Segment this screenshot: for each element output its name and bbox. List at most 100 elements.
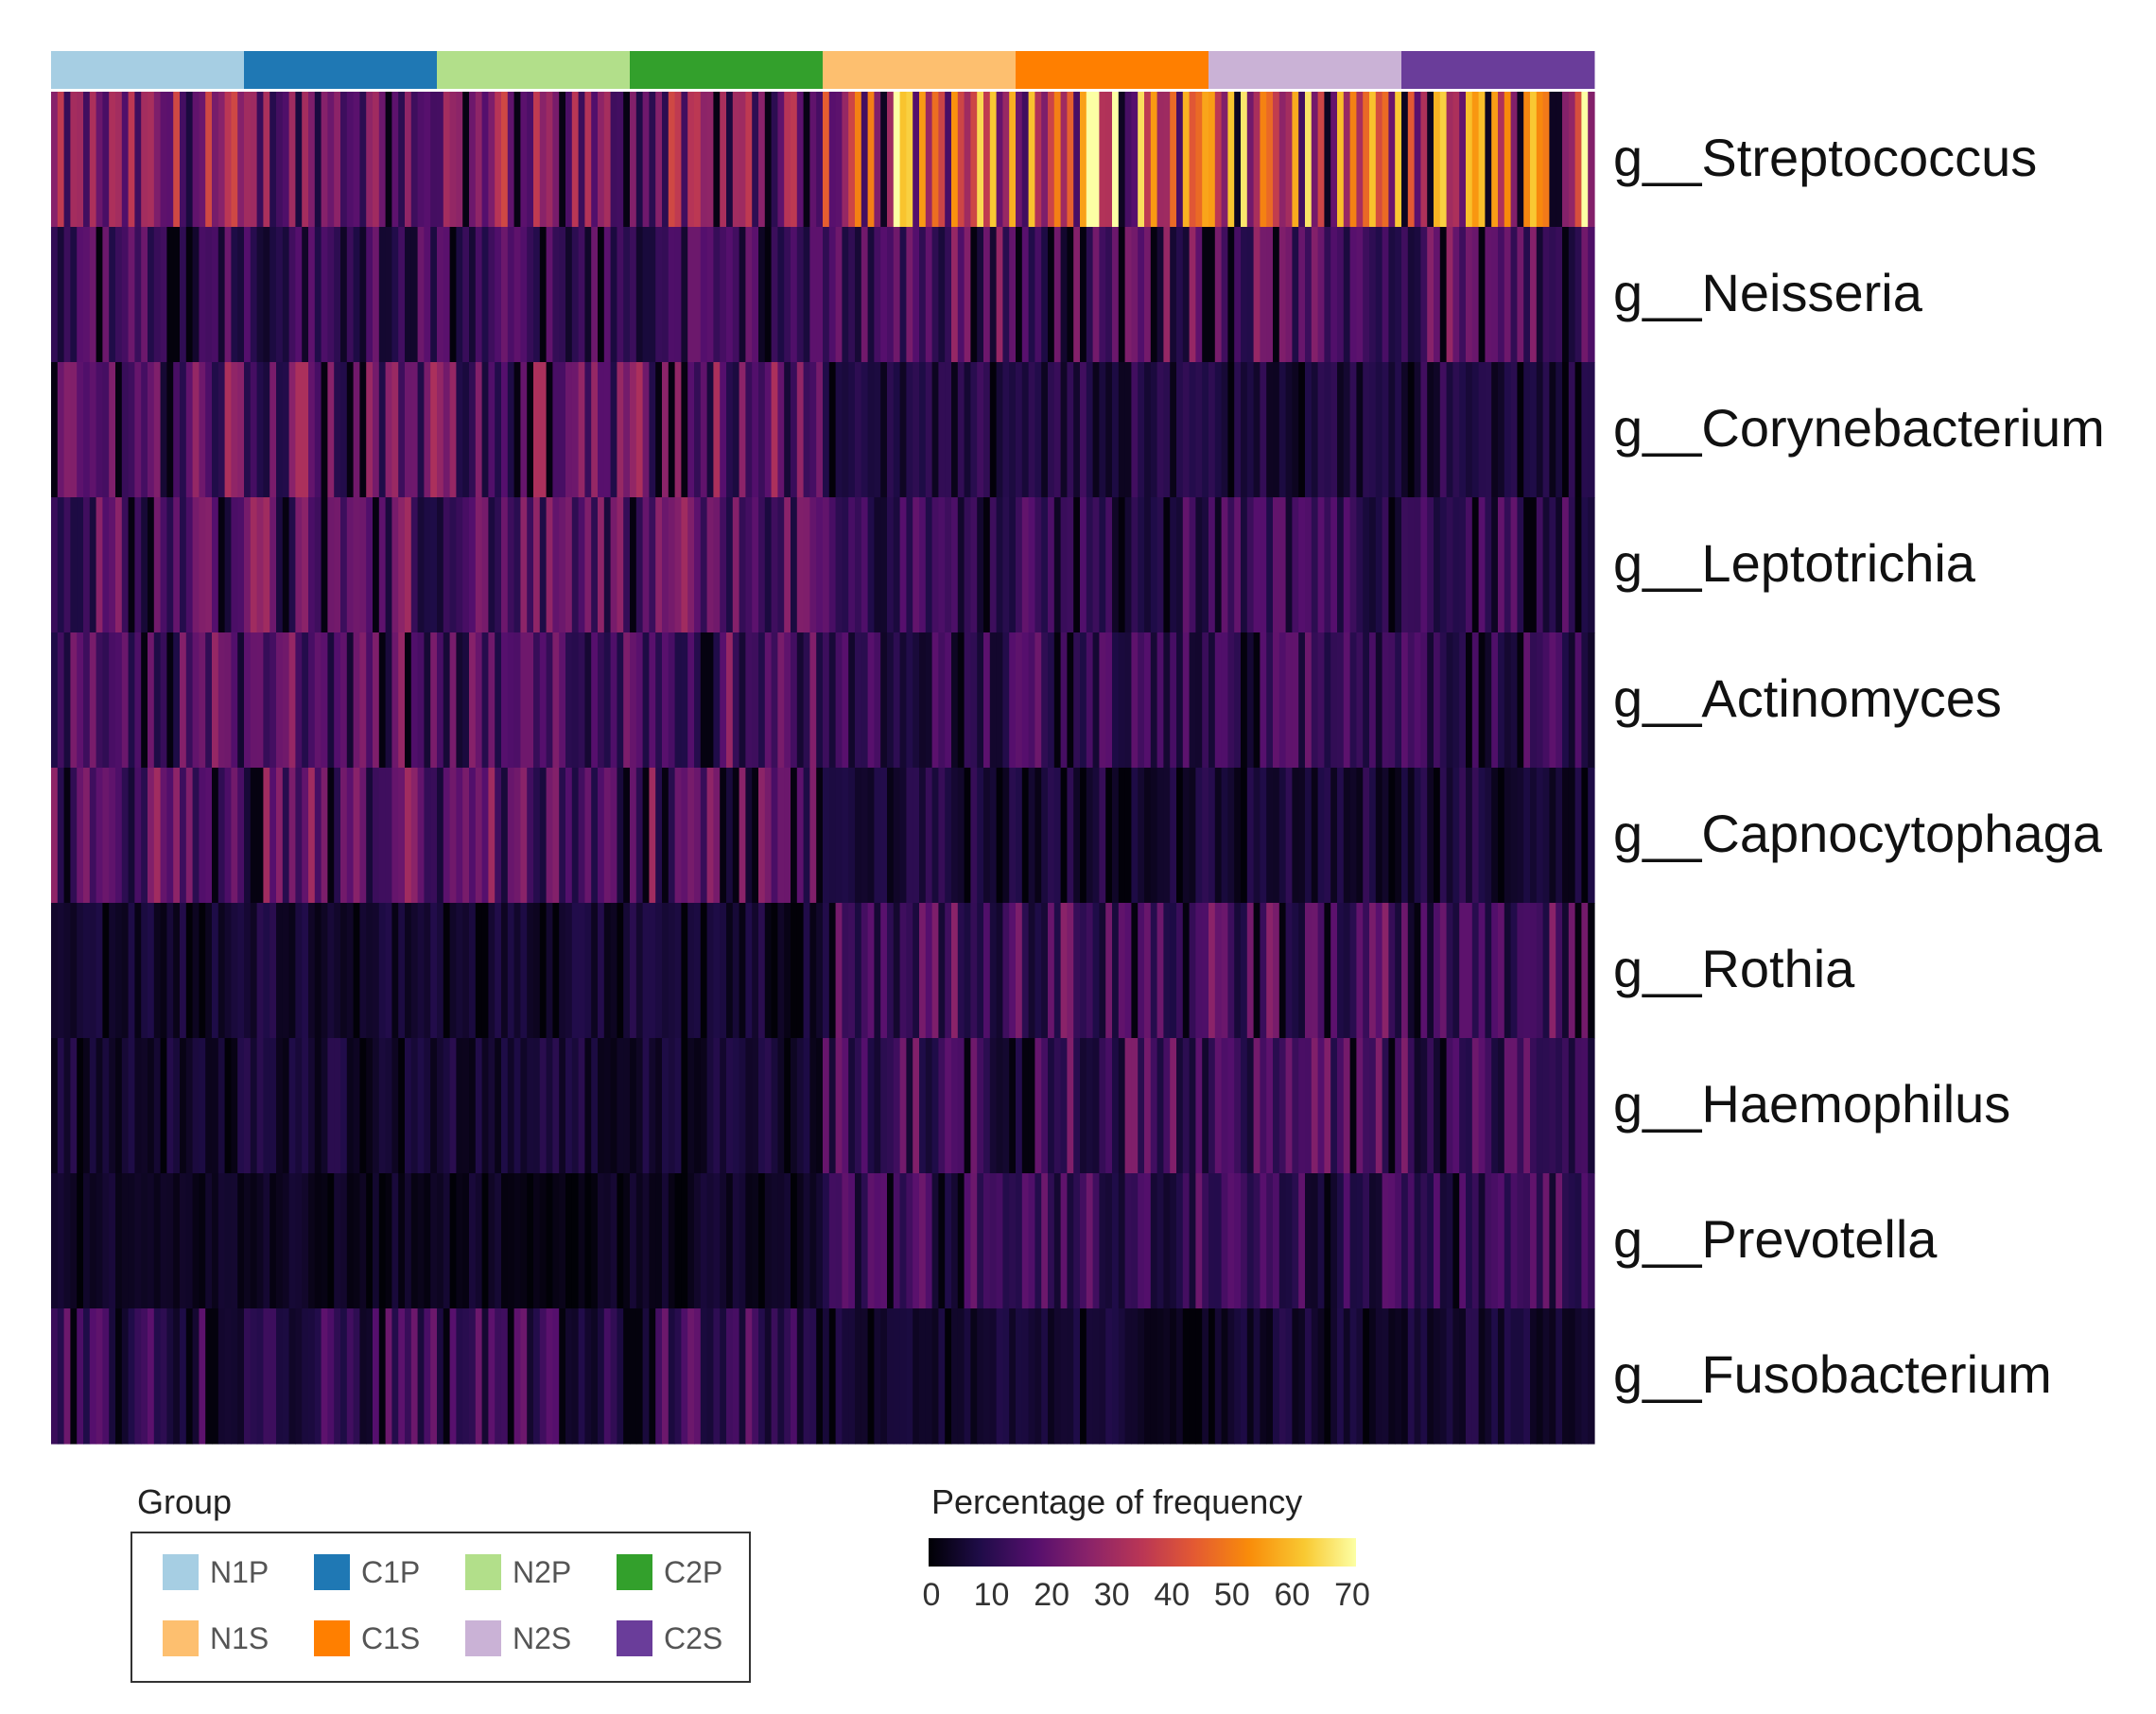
heatmap-cell	[565, 903, 573, 1039]
heatmap-cell	[1234, 362, 1242, 498]
heatmap-cell	[1504, 1173, 1512, 1309]
heatmap-cell	[321, 362, 328, 498]
heatmap-cell	[1131, 92, 1139, 228]
heatmap-cell	[1356, 903, 1364, 1039]
legend-swatch	[465, 1554, 501, 1590]
heatmap-cell	[327, 903, 335, 1039]
heatmap-cell	[546, 768, 553, 904]
heatmap-cell	[469, 1038, 477, 1174]
heatmap-cell	[1214, 1308, 1223, 1445]
heatmap-cell	[591, 497, 599, 633]
heatmap-cell	[887, 1173, 895, 1309]
heatmap-cell	[977, 362, 984, 498]
heatmap-cell	[957, 768, 965, 904]
heatmap-cell	[578, 497, 585, 633]
heatmap-cell	[649, 227, 656, 363]
heatmap-cell	[1182, 362, 1191, 498]
heatmap-cell	[373, 632, 380, 769]
heatmap-cell	[244, 632, 252, 769]
heatmap-cell	[237, 227, 245, 363]
heatmap-cell	[527, 497, 534, 633]
heatmap-cell	[1459, 903, 1467, 1039]
heatmap-cell	[828, 768, 837, 904]
heatmap-cell	[1156, 1173, 1164, 1309]
heatmap-cell	[437, 227, 444, 363]
heatmap-cell	[906, 1308, 913, 1445]
heatmap-cell	[668, 497, 676, 633]
heatmap-cell	[314, 903, 322, 1039]
heatmap-cell	[1568, 1038, 1576, 1174]
heatmap-cell	[1214, 1173, 1223, 1309]
heatmap-cell	[449, 92, 457, 228]
heatmap-cell	[185, 1173, 194, 1309]
heatmap-cell	[1388, 497, 1396, 633]
heatmap-cell	[1099, 632, 1106, 769]
heatmap-cell	[848, 1038, 856, 1174]
heatmap-cell	[623, 92, 631, 228]
heatmap-cell	[1195, 903, 1203, 1039]
heatmap-cell	[115, 768, 123, 904]
heatmap-cell	[456, 497, 463, 633]
heatmap-cell	[791, 1308, 798, 1445]
heatmap-cell	[1260, 362, 1267, 498]
heatmap-cell	[1138, 1308, 1145, 1445]
heatmap-cell	[1176, 92, 1184, 228]
heatmap-cell	[1574, 768, 1582, 904]
heatmap-cell	[1414, 768, 1421, 904]
heatmap-cell	[373, 362, 380, 498]
heatmap-cell	[584, 92, 592, 228]
heatmap-cell	[861, 227, 869, 363]
heatmap-cell	[867, 1308, 875, 1445]
heatmap-cell	[1581, 1173, 1589, 1309]
heatmap-cell	[945, 92, 952, 228]
heatmap-cell	[321, 1173, 328, 1309]
heatmap-cell	[823, 768, 830, 904]
heatmap-cell	[1588, 362, 1595, 498]
heatmap-cell	[1485, 632, 1492, 769]
heatmap-cell	[1266, 632, 1274, 769]
heatmap-cell	[1053, 903, 1062, 1039]
legend-swatch	[314, 1554, 350, 1590]
heatmap-cell	[1150, 903, 1158, 1039]
heatmap-cell	[1073, 768, 1081, 904]
heatmap-cell	[1080, 92, 1087, 228]
heatmap-cell	[430, 903, 438, 1039]
heatmap-cell	[340, 497, 348, 633]
heatmap-cell	[668, 227, 676, 363]
heatmap-cell	[199, 92, 206, 228]
heatmap-cell	[1407, 1308, 1416, 1445]
heatmap-cell	[1478, 632, 1486, 769]
heatmap-cell	[128, 903, 135, 1039]
heatmap-cell	[449, 768, 457, 904]
heatmap-cell	[925, 632, 933, 769]
heatmap-cell	[77, 92, 84, 228]
heatmap-cell	[1439, 362, 1448, 498]
heatmap-cell	[256, 903, 264, 1039]
heatmap-cell	[449, 632, 457, 769]
heatmap-cell	[803, 632, 810, 769]
heatmap-cell	[346, 768, 355, 904]
heatmap-cell	[1388, 632, 1396, 769]
heatmap-cell	[700, 1038, 708, 1174]
heatmap-cell	[1427, 632, 1434, 769]
heatmap-cell	[1105, 1038, 1113, 1174]
heatmap-cell	[1214, 903, 1223, 1039]
heatmap-cell	[443, 903, 451, 1039]
heatmap-cell	[630, 1308, 637, 1445]
heatmap-cell	[366, 632, 374, 769]
heatmap-cell	[166, 92, 174, 228]
heatmap-cell	[1382, 1308, 1389, 1445]
heatmap-cell	[1067, 768, 1074, 904]
heatmap-cell	[720, 903, 727, 1039]
heatmap-cell	[1466, 497, 1473, 633]
heatmap-cell	[1016, 768, 1023, 904]
heatmap-cell	[250, 632, 258, 769]
heatmap-cell	[899, 768, 907, 904]
heatmap-cell	[340, 768, 348, 904]
heatmap-cell	[1260, 227, 1267, 363]
heatmap-cell	[1016, 1038, 1023, 1174]
heatmap-cell	[706, 1308, 714, 1445]
heatmap-cell	[1278, 227, 1287, 363]
heatmap-cell	[887, 1308, 895, 1445]
heatmap-cell	[1337, 362, 1345, 498]
